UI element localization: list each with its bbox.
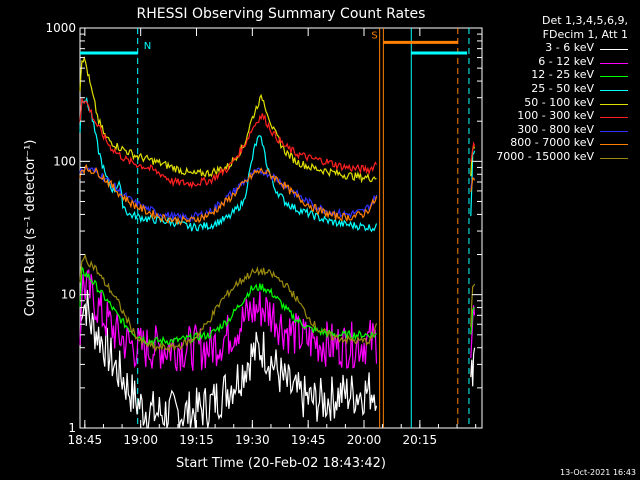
- legend-swatch-5: [600, 117, 628, 119]
- series-lines: [79, 56, 476, 429]
- series-line-100-300kev-1: [470, 141, 476, 162]
- legend-entry-2: 12 - 25 keV: [531, 68, 594, 82]
- x-tick-label-2: 19:15: [179, 433, 214, 447]
- legend-swatch-4: [600, 103, 628, 105]
- legend-entry-6: 300 - 800 keV: [517, 122, 594, 136]
- series-line-100-300kev-0: [79, 96, 378, 190]
- x-tick-label-3: 19:30: [235, 433, 270, 447]
- series-line-12-25kev-0: [79, 265, 377, 347]
- legend-header-0: Det 1,3,4,5,6,9,: [541, 14, 628, 27]
- legend-entry-3: 25 - 50 keV: [531, 82, 594, 95]
- series-line-50-100kev-0: [79, 56, 377, 184]
- y-axis-label: Count Rate (s⁻¹ detector⁻¹): [23, 140, 38, 317]
- series-line-3-6kev-0: [79, 289, 378, 429]
- legend-swatch-8: [600, 158, 628, 159]
- series-line-300-800kev-0: [79, 164, 378, 223]
- chart-title: RHESSI Observing Summary Count Rates: [137, 6, 426, 22]
- flag-label-S: S: [371, 30, 377, 41]
- plot-frame: [79, 27, 483, 429]
- legend-entry-8: 7000 - 15000 keV: [496, 150, 594, 163]
- legend-entry-0: 3 - 6 keV: [545, 41, 594, 55]
- series-line-7000-15000kev-0: [79, 253, 378, 354]
- x-tick-label-6: 20:15: [403, 433, 438, 447]
- series-line-12-25kev-1: [470, 307, 476, 335]
- legend-entry-5: 100 - 300 keV: [517, 109, 594, 123]
- vertical-markers: [137, 28, 470, 428]
- axis-ticks: 18:45 19:00 19:15 19:30 19:45 20:00 20:15 1 10 10…: [45, 21, 482, 447]
- y-tick-label-1: 10: [61, 288, 76, 302]
- y-tick-label-2: 100: [53, 154, 76, 168]
- series-line-800-7000kev-0: [79, 163, 378, 226]
- legend-header-1: FDecim 1, Att 1: [542, 27, 628, 41]
- series-line-25-50kev-0: [79, 96, 378, 233]
- x-tick-label-4: 19:45: [291, 433, 326, 447]
- legend-swatch-2: [600, 76, 628, 78]
- flag-bars: NS: [80, 30, 468, 55]
- legend-swatch-3: [600, 90, 628, 91]
- series-line-6-12kev-0: [79, 269, 378, 372]
- series-line-800-7000kev-1: [470, 177, 476, 192]
- legend-entry-4: 50 - 100 keV: [524, 95, 594, 109]
- x-tick-label-5: 20:00: [347, 433, 382, 447]
- legend-entry-1: 6 - 12 keV: [538, 54, 594, 68]
- legend-entry-7: 800 - 7000 keV: [510, 136, 594, 150]
- flag-label-N: N: [144, 41, 151, 52]
- y-tick-label-0: 1: [68, 421, 76, 435]
- legend-swatch-7: [600, 144, 628, 146]
- series-line-3-6kev-1: [470, 347, 476, 387]
- legend-swatch-1: [600, 62, 628, 64]
- plot-border: [79, 27, 483, 429]
- y-tick-label-3: 1000: [45, 21, 76, 35]
- footer-stamp: 13-Oct-2021 16:43: [560, 468, 636, 477]
- x-tick-label-1: 19:00: [123, 433, 158, 447]
- x-axis-label: Start Time (20-Feb-02 18:43:42): [176, 456, 386, 471]
- legend-swatch-0: [600, 49, 628, 51]
- axis-labels: RHESSI Observing Summary Count Rates Star…: [23, 6, 425, 471]
- x-tick-label-0: 18:45: [68, 433, 103, 447]
- legend-swatch-6: [600, 130, 628, 132]
- series-line-7000-15000kev-1: [470, 283, 476, 328]
